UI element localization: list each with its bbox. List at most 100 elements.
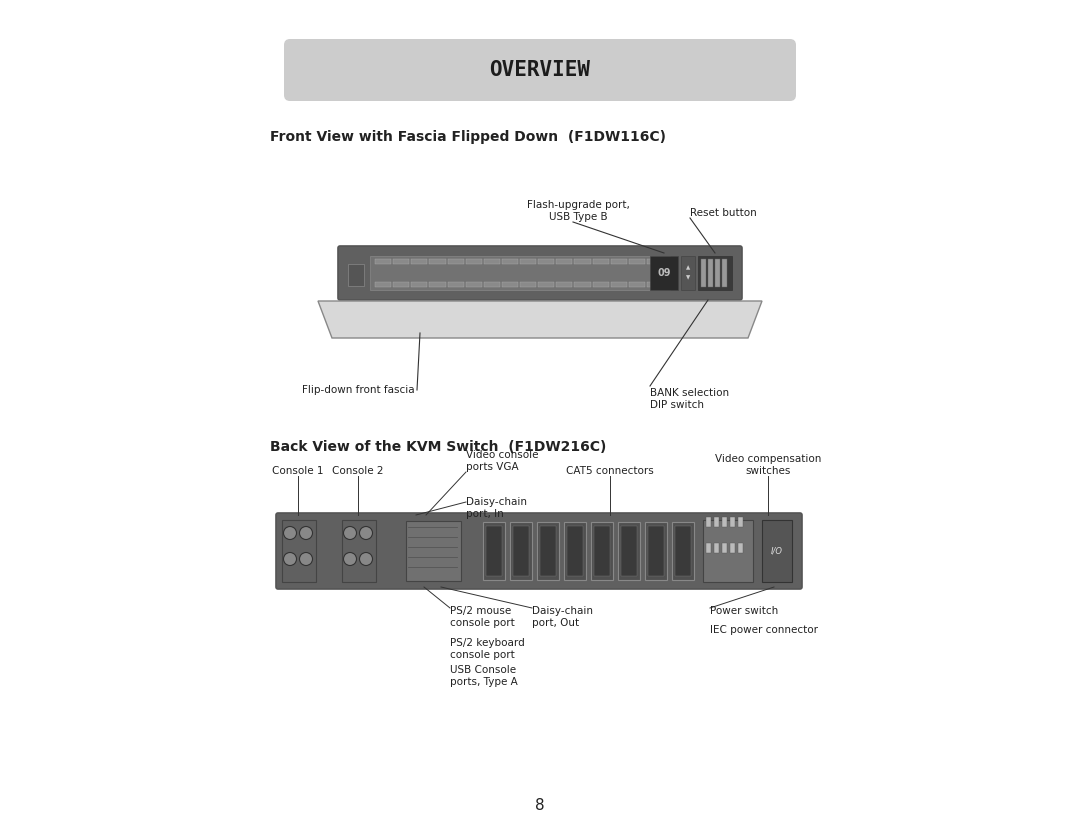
Bar bbox=[610, 282, 626, 287]
Bar bbox=[672, 522, 694, 580]
Circle shape bbox=[299, 552, 312, 565]
FancyBboxPatch shape bbox=[276, 513, 802, 589]
Bar bbox=[556, 259, 572, 264]
Text: OVERVIEW: OVERVIEW bbox=[489, 60, 591, 80]
Bar bbox=[486, 526, 502, 576]
Text: PS/2 mouse
console port: PS/2 mouse console port bbox=[450, 606, 515, 628]
Text: Video compensation
switches: Video compensation switches bbox=[715, 455, 821, 476]
Bar bbox=[342, 520, 376, 582]
Bar bbox=[647, 282, 663, 287]
Bar bbox=[430, 259, 446, 264]
Bar bbox=[675, 526, 691, 576]
Bar bbox=[483, 522, 505, 580]
Text: ▼: ▼ bbox=[686, 275, 690, 280]
Bar bbox=[593, 282, 609, 287]
Text: PS/2 keyboard
console port: PS/2 keyboard console port bbox=[450, 638, 525, 660]
Bar bbox=[411, 282, 428, 287]
Bar bbox=[484, 282, 500, 287]
Bar bbox=[447, 282, 463, 287]
Circle shape bbox=[283, 526, 297, 540]
Circle shape bbox=[360, 526, 373, 540]
Bar bbox=[375, 282, 391, 287]
Bar bbox=[447, 259, 463, 264]
Bar bbox=[393, 282, 409, 287]
Text: Video console
ports VGA: Video console ports VGA bbox=[465, 450, 539, 472]
Bar bbox=[708, 259, 713, 287]
Bar bbox=[375, 259, 391, 264]
Bar bbox=[701, 259, 706, 287]
Bar bbox=[621, 526, 637, 576]
Text: Flash-upgrade port,
USB Type B: Flash-upgrade port, USB Type B bbox=[527, 200, 630, 222]
Bar bbox=[593, 259, 609, 264]
Text: I/O: I/O bbox=[771, 546, 783, 555]
Bar bbox=[703, 520, 753, 582]
Circle shape bbox=[299, 526, 312, 540]
Bar bbox=[537, 522, 559, 580]
Bar bbox=[647, 259, 663, 264]
Bar bbox=[564, 522, 586, 580]
Bar bbox=[594, 526, 610, 576]
Bar bbox=[540, 526, 556, 576]
Bar bbox=[591, 522, 613, 580]
Bar bbox=[430, 282, 446, 287]
Bar bbox=[730, 517, 735, 527]
Bar bbox=[698, 256, 732, 290]
Bar bbox=[629, 259, 645, 264]
Circle shape bbox=[360, 552, 373, 565]
Bar bbox=[762, 520, 792, 582]
Text: USB Console
ports, Type A: USB Console ports, Type A bbox=[450, 665, 517, 686]
Bar bbox=[484, 259, 500, 264]
Bar bbox=[465, 259, 482, 264]
Bar bbox=[629, 282, 645, 287]
Text: Console 1: Console 1 bbox=[272, 466, 324, 476]
Text: BANK selection
DIP switch: BANK selection DIP switch bbox=[650, 388, 729, 409]
Bar bbox=[502, 259, 518, 264]
Bar bbox=[714, 543, 719, 553]
Bar bbox=[738, 543, 743, 553]
Bar bbox=[714, 517, 719, 527]
Text: Console 2: Console 2 bbox=[333, 466, 383, 476]
Bar bbox=[575, 282, 591, 287]
Bar bbox=[282, 520, 316, 582]
Bar bbox=[706, 517, 711, 527]
Text: Power switch: Power switch bbox=[710, 606, 779, 616]
Bar bbox=[538, 282, 554, 287]
Text: ▲: ▲ bbox=[686, 265, 690, 270]
Bar bbox=[348, 264, 364, 286]
Polygon shape bbox=[318, 301, 762, 338]
Bar bbox=[406, 521, 461, 581]
Bar bbox=[575, 259, 591, 264]
Bar bbox=[502, 282, 518, 287]
Text: 09: 09 bbox=[658, 268, 671, 278]
Circle shape bbox=[283, 552, 297, 565]
Text: CAT5 connectors: CAT5 connectors bbox=[566, 466, 653, 476]
Bar bbox=[730, 543, 735, 553]
Bar bbox=[618, 522, 640, 580]
Text: IEC power connector: IEC power connector bbox=[710, 625, 818, 635]
Text: 8: 8 bbox=[536, 797, 544, 812]
FancyBboxPatch shape bbox=[338, 246, 742, 300]
Bar bbox=[519, 259, 536, 264]
Bar bbox=[681, 256, 696, 290]
Bar bbox=[610, 259, 626, 264]
Text: Flip-down front fascia: Flip-down front fascia bbox=[302, 385, 415, 395]
Bar bbox=[465, 282, 482, 287]
Bar bbox=[715, 259, 720, 287]
Text: Reset button: Reset button bbox=[690, 208, 757, 218]
Circle shape bbox=[343, 552, 356, 565]
Bar bbox=[567, 526, 583, 576]
Bar bbox=[538, 259, 554, 264]
Bar bbox=[556, 282, 572, 287]
Bar bbox=[513, 526, 529, 576]
Circle shape bbox=[343, 526, 356, 540]
Text: Daisy-chain
port, In: Daisy-chain port, In bbox=[465, 497, 527, 519]
Bar bbox=[519, 282, 536, 287]
Bar bbox=[738, 517, 743, 527]
Bar bbox=[706, 543, 711, 553]
Bar bbox=[723, 517, 727, 527]
FancyBboxPatch shape bbox=[284, 39, 796, 101]
Text: Front View with Fascia Flipped Down  (F1DW116C): Front View with Fascia Flipped Down (F1D… bbox=[270, 130, 666, 144]
Bar bbox=[723, 543, 727, 553]
Bar bbox=[650, 256, 678, 290]
Bar bbox=[411, 259, 428, 264]
